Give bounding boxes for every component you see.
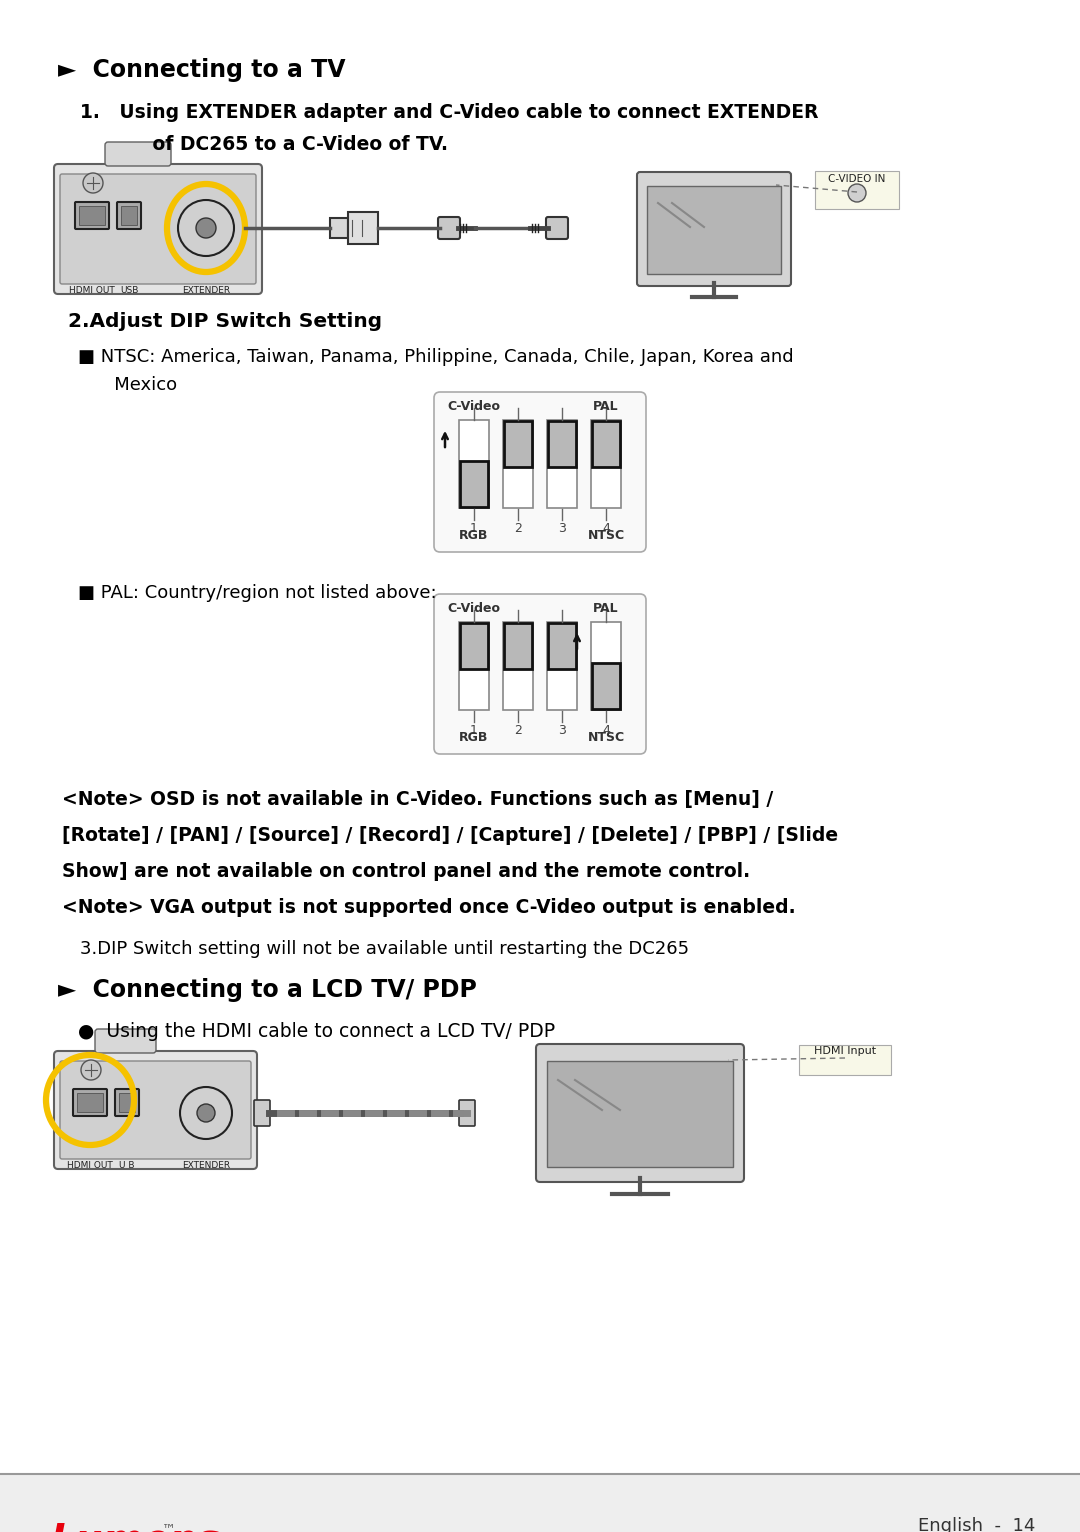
Text: 4: 4: [602, 725, 610, 737]
Text: ■ PAL: Country/region not listed above:: ■ PAL: Country/region not listed above:: [78, 584, 436, 602]
Text: USB: USB: [120, 286, 138, 296]
Text: HDMI OUT: HDMI OUT: [69, 286, 114, 296]
Text: of DC265 to a C-Video of TV.: of DC265 to a C-Video of TV.: [120, 135, 448, 155]
FancyBboxPatch shape: [799, 1045, 891, 1075]
Text: PAL: PAL: [593, 400, 619, 414]
FancyBboxPatch shape: [504, 421, 532, 467]
FancyBboxPatch shape: [460, 461, 488, 507]
FancyBboxPatch shape: [114, 1089, 139, 1115]
FancyBboxPatch shape: [503, 622, 534, 709]
Text: Lumens: Lumens: [50, 1521, 220, 1532]
FancyBboxPatch shape: [460, 624, 488, 669]
Text: <Note> OSD is not available in C-Video. Functions such as [Menu] /: <Note> OSD is not available in C-Video. …: [62, 791, 773, 809]
FancyBboxPatch shape: [546, 1062, 733, 1167]
Text: ™: ™: [162, 1521, 176, 1532]
Text: 1.   Using EXTENDER adapter and C-Video cable to connect EXTENDER: 1. Using EXTENDER adapter and C-Video ca…: [80, 103, 819, 123]
FancyBboxPatch shape: [75, 202, 109, 228]
Text: PAL: PAL: [593, 602, 619, 614]
FancyBboxPatch shape: [77, 1092, 103, 1112]
Circle shape: [83, 173, 103, 193]
Text: C-Video: C-Video: [447, 400, 500, 414]
FancyBboxPatch shape: [79, 205, 105, 225]
FancyBboxPatch shape: [592, 663, 620, 709]
Circle shape: [178, 201, 234, 256]
FancyBboxPatch shape: [330, 218, 348, 237]
Text: EXTENDER: EXTENDER: [181, 1161, 230, 1170]
FancyBboxPatch shape: [254, 1100, 270, 1126]
FancyBboxPatch shape: [119, 1092, 135, 1112]
Text: English  -  14: English - 14: [918, 1517, 1035, 1532]
FancyBboxPatch shape: [438, 218, 460, 239]
FancyBboxPatch shape: [503, 420, 534, 509]
Text: <Note> VGA output is not supported once C-Video output is enabled.: <Note> VGA output is not supported once …: [62, 898, 796, 918]
Circle shape: [180, 1088, 232, 1138]
Circle shape: [81, 1060, 102, 1080]
FancyBboxPatch shape: [591, 420, 621, 509]
FancyBboxPatch shape: [73, 1089, 107, 1115]
FancyBboxPatch shape: [105, 142, 171, 165]
FancyBboxPatch shape: [54, 164, 262, 294]
Circle shape: [848, 184, 866, 202]
Text: HDMI OUT: HDMI OUT: [67, 1161, 113, 1170]
Text: Show] are not available on control panel and the remote control.: Show] are not available on control panel…: [62, 863, 751, 881]
FancyBboxPatch shape: [459, 622, 489, 709]
FancyBboxPatch shape: [121, 205, 137, 225]
Text: RGB: RGB: [459, 731, 488, 745]
FancyBboxPatch shape: [54, 1051, 257, 1169]
FancyBboxPatch shape: [459, 420, 489, 509]
Text: ■ NTSC: America, Taiwan, Panama, Philippine, Canada, Chile, Japan, Korea and: ■ NTSC: America, Taiwan, Panama, Philipp…: [78, 348, 794, 366]
Text: Mexico: Mexico: [97, 375, 177, 394]
FancyBboxPatch shape: [546, 420, 577, 509]
Text: [Rotate] / [PAN] / [Source] / [Record] / [Capture] / [Delete] / [PBP] / [Slide: [Rotate] / [PAN] / [Source] / [Record] /…: [62, 826, 838, 846]
FancyBboxPatch shape: [0, 1474, 1080, 1532]
FancyBboxPatch shape: [434, 594, 646, 754]
FancyBboxPatch shape: [434, 392, 646, 552]
Text: NTSC: NTSC: [588, 529, 624, 542]
FancyBboxPatch shape: [546, 218, 568, 239]
Text: C-Video: C-Video: [447, 602, 500, 614]
Circle shape: [197, 1105, 215, 1121]
FancyBboxPatch shape: [548, 624, 576, 669]
Text: RGB: RGB: [459, 529, 488, 542]
Text: ●  Using the HDMI cable to connect a LCD TV/ PDP: ● Using the HDMI cable to connect a LCD …: [78, 1022, 555, 1042]
FancyBboxPatch shape: [117, 202, 141, 228]
Text: U B: U B: [119, 1161, 135, 1170]
FancyBboxPatch shape: [536, 1043, 744, 1183]
FancyBboxPatch shape: [60, 1062, 251, 1160]
Text: 3: 3: [558, 522, 566, 535]
FancyBboxPatch shape: [348, 211, 378, 244]
Circle shape: [195, 218, 216, 237]
FancyBboxPatch shape: [591, 622, 621, 709]
FancyBboxPatch shape: [504, 624, 532, 669]
Text: 3.DIP Switch setting will not be available until restarting the DC265: 3.DIP Switch setting will not be availab…: [80, 941, 689, 958]
Text: EXTENDER: EXTENDER: [181, 286, 230, 296]
FancyBboxPatch shape: [459, 1100, 475, 1126]
Text: C-VIDEO IN: C-VIDEO IN: [828, 175, 886, 184]
Text: 2: 2: [514, 725, 522, 737]
FancyBboxPatch shape: [647, 185, 781, 274]
Text: NTSC: NTSC: [588, 731, 624, 745]
Text: 4: 4: [602, 522, 610, 535]
Text: 3: 3: [558, 725, 566, 737]
Text: 2.Adjust DIP Switch Setting: 2.Adjust DIP Switch Setting: [68, 313, 382, 331]
Text: 1: 1: [470, 725, 478, 737]
FancyBboxPatch shape: [546, 622, 577, 709]
FancyBboxPatch shape: [95, 1030, 156, 1052]
Text: ►  Connecting to a LCD TV/ PDP: ► Connecting to a LCD TV/ PDP: [58, 977, 477, 1002]
Text: 2: 2: [514, 522, 522, 535]
FancyBboxPatch shape: [815, 172, 899, 208]
Text: ►  Connecting to a TV: ► Connecting to a TV: [58, 58, 346, 83]
FancyBboxPatch shape: [637, 172, 791, 286]
FancyBboxPatch shape: [60, 175, 256, 283]
FancyBboxPatch shape: [548, 421, 576, 467]
Text: 1: 1: [470, 522, 478, 535]
FancyBboxPatch shape: [592, 421, 620, 467]
Text: HDMI Input: HDMI Input: [814, 1046, 876, 1056]
